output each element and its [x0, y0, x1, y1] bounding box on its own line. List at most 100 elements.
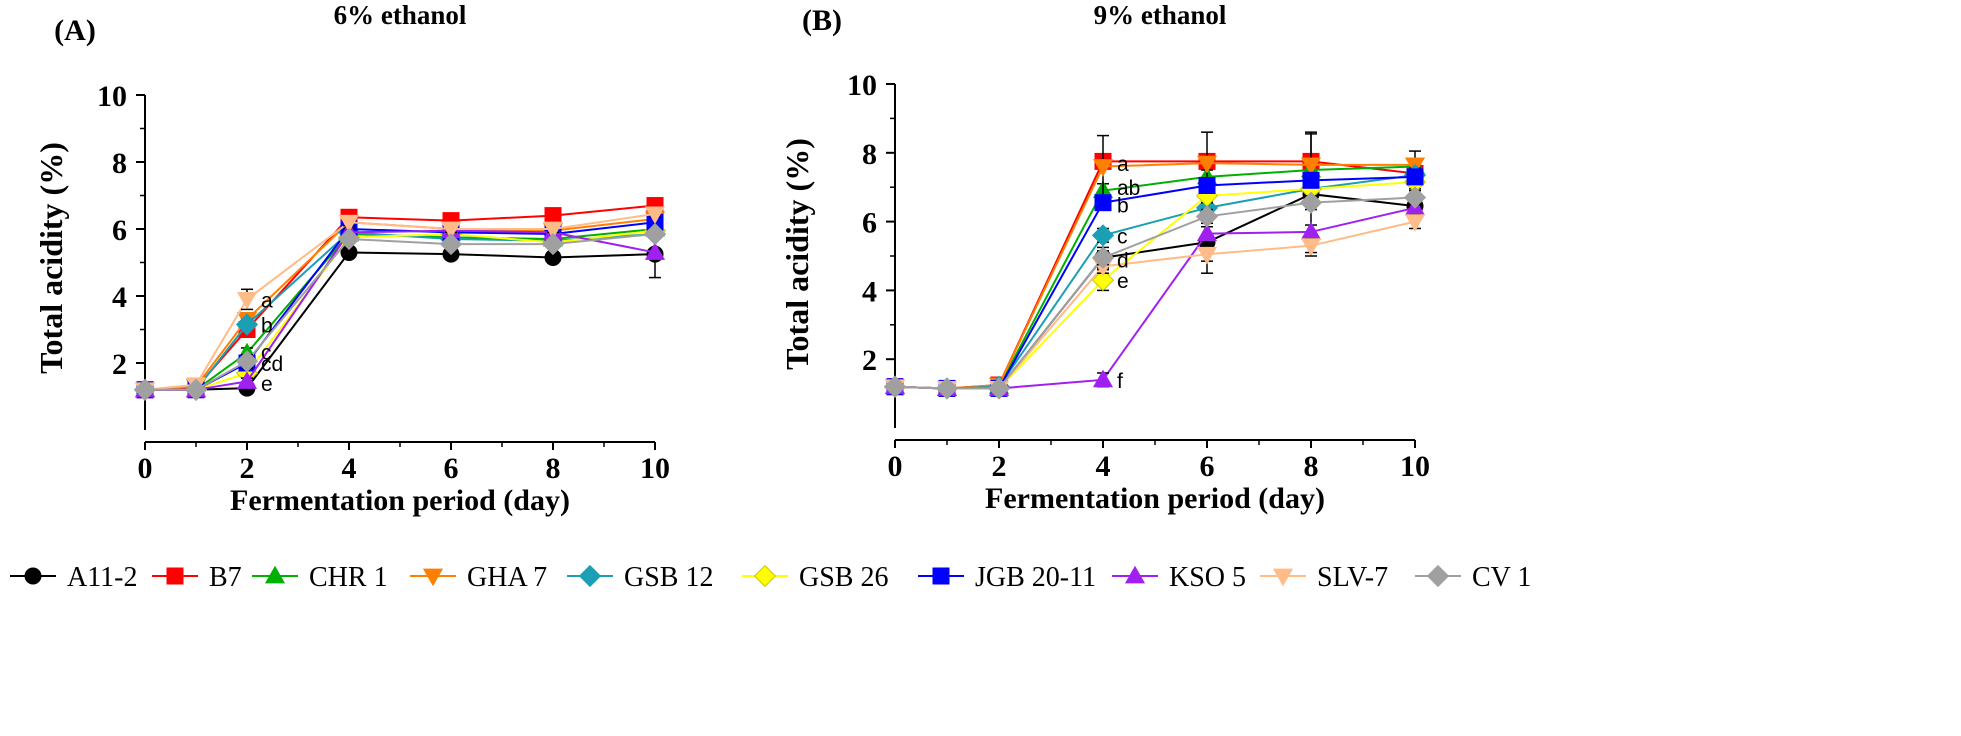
data-point: [1094, 194, 1112, 212]
series-line: [144, 204, 656, 391]
data-point: [440, 221, 462, 240]
x-tick-label: 0: [138, 452, 153, 485]
data-point: [1404, 214, 1426, 232]
legend-marker: [578, 564, 602, 588]
significance-letter: c: [1117, 225, 1128, 248]
y-tick-label: 2: [112, 348, 127, 381]
legend-item-gsb-12: GSB 12: [567, 562, 713, 593]
data-point: [1092, 159, 1114, 177]
data-point: [1196, 246, 1218, 265]
series-kso-5: [884, 197, 1426, 396]
series-gsb-26: [133, 219, 667, 401]
chart-title: 9% ethanol: [1094, 0, 1227, 30]
legend-label: GHA 7: [467, 562, 547, 593]
data-point: [439, 232, 463, 256]
y-tick-label: 8: [862, 138, 877, 171]
data-point: [133, 378, 157, 401]
data-point: [544, 207, 562, 225]
data-point: [1092, 369, 1114, 388]
legend-label: JGB 20-11: [975, 562, 1096, 593]
series-a11-2: [886, 131, 1424, 397]
chart-panel-b: (B) 9% ethanol 2 4 6 8 10 0 2 4 6 8 10 Fermentation p…: [779, 0, 1430, 515]
x-tick-label: 8: [546, 452, 561, 485]
panel-label: (A): [54, 14, 96, 47]
legend-label: GSB 26: [799, 562, 888, 593]
legend-marker: [166, 567, 184, 585]
legend-item-a11-2: A11-2: [10, 562, 138, 593]
y-tick-label: 8: [112, 147, 127, 180]
data-point: [236, 291, 258, 310]
significance-letter: a: [1117, 153, 1129, 176]
x-tick-label: 10: [1400, 450, 1430, 483]
data-point: [1091, 246, 1115, 269]
y-axis-label: Total acidity (%): [779, 138, 815, 370]
x-tick-label: 6: [1200, 450, 1215, 483]
legend-item-b7: B7: [152, 562, 242, 593]
legend-label: CHR 1: [309, 562, 388, 593]
series-line: [894, 175, 1416, 390]
series-line: [894, 174, 1416, 390]
series-gha-7: [884, 131, 1426, 399]
legend-item-slv-7: SLV-7: [1260, 562, 1388, 593]
legend-marker: [932, 567, 950, 585]
series-line: [894, 160, 1416, 390]
x-tick-label: 6: [444, 452, 459, 485]
data-point: [184, 378, 208, 401]
x-tick-label: 10: [640, 452, 670, 485]
legend-marker: [422, 568, 444, 587]
legend-marker: [24, 567, 42, 585]
series-cv-1: [133, 222, 667, 401]
panel-label: (B): [802, 4, 842, 37]
legend-item-jgb-20-11: JGB 20-11: [918, 562, 1096, 593]
series-line: [145, 229, 656, 391]
x-tick-label: 0: [888, 450, 903, 483]
series-a11-2: [136, 229, 664, 399]
data-point: [1091, 224, 1115, 247]
chart-title: 6% ethanol: [334, 0, 467, 30]
legend-marker: [264, 565, 286, 584]
series-line: [144, 217, 656, 391]
legend-item-chr-1: CHR 1: [252, 562, 388, 593]
data-point: [643, 222, 667, 246]
chart-panel-a: (A) 6% ethanol 2 4 6 8 10 0 2 4 6 8 10 Fermentation p…: [33, 0, 670, 517]
legend-label: SLV-7: [1317, 562, 1388, 593]
series-line: [145, 251, 656, 391]
series-cv-1: [883, 186, 1427, 400]
x-tick-label: 4: [342, 452, 357, 485]
series-jgb-20-11: [886, 168, 1424, 397]
y-tick-label: 4: [112, 281, 127, 314]
data-point: [1406, 168, 1424, 186]
data-point: [935, 377, 959, 400]
series-gsb-12: [883, 164, 1427, 400]
y-tick-label: 10: [847, 69, 877, 102]
data-point: [337, 227, 361, 251]
series-line: [894, 206, 1416, 390]
y-tick-label: 6: [862, 207, 877, 240]
significance-letter: c: [261, 341, 272, 364]
series-line: [145, 229, 656, 391]
series-kso-5: [134, 220, 666, 398]
data-point: [1300, 238, 1322, 256]
data-point: [235, 313, 259, 336]
data-point: [1196, 223, 1218, 242]
data-point: [235, 350, 259, 373]
y-tick-label: 4: [862, 275, 877, 308]
series-line: [894, 193, 1416, 390]
significance-letter: e: [261, 373, 273, 396]
series-chr-1: [884, 156, 1426, 396]
legend-label: A11-2: [67, 562, 138, 593]
legend: A11-2 B7 CHR 1 GHA 7 GSB 12 GSB 26 JGB 20-11 KS…: [10, 562, 1531, 593]
x-tick-label: 2: [240, 452, 255, 485]
significance-letter: a: [261, 289, 273, 312]
data-point: [1403, 186, 1427, 209]
legend-label: B7: [209, 562, 242, 593]
legend-marker: [1426, 564, 1450, 588]
data-point: [1195, 205, 1219, 228]
x-axis-label: Fermentation period (day): [985, 482, 1325, 515]
legend-marker: [753, 564, 777, 588]
series-line: [894, 165, 1416, 390]
legend-marker: [1272, 568, 1294, 587]
legend-label: GSB 12: [624, 562, 713, 593]
legend-label: CV 1: [1472, 562, 1531, 593]
data-point: [542, 221, 564, 240]
